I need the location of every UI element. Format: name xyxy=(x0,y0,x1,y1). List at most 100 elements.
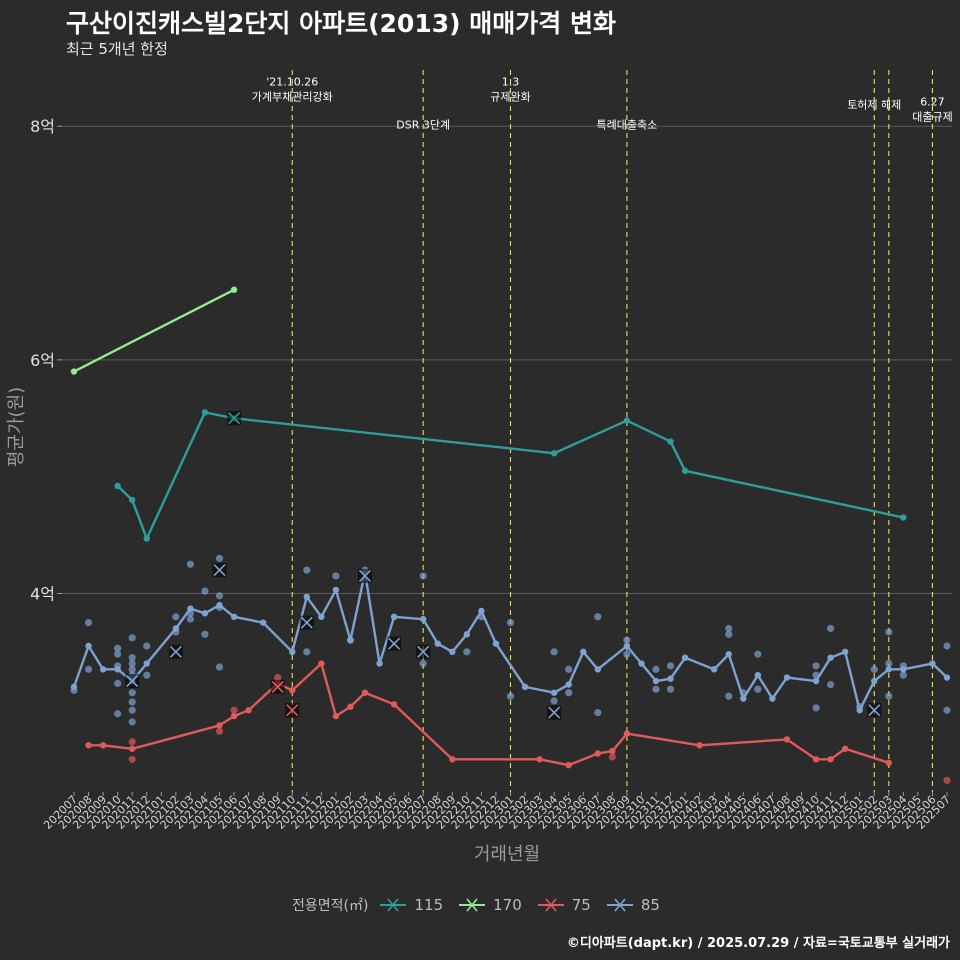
series-point-85 xyxy=(478,607,485,615)
event-label: 특례대출축소 xyxy=(597,119,658,132)
series-point-85 xyxy=(70,683,78,691)
event-label: DSR 3단계 xyxy=(396,119,450,132)
scatter-point-85 xyxy=(186,560,194,568)
series-point-75 xyxy=(99,742,107,749)
series-point-170 xyxy=(230,286,238,293)
series-point-85 xyxy=(812,677,820,685)
series-point-75 xyxy=(696,742,703,749)
series-point-115 xyxy=(667,438,674,445)
legend-label-75: 75 xyxy=(571,896,591,914)
series-point-85 xyxy=(638,660,645,667)
scatter-point-85 xyxy=(870,665,878,673)
scatter-point-85 xyxy=(172,613,180,621)
series-point-115 xyxy=(681,467,689,474)
legend-item-170: 170 xyxy=(457,895,522,915)
series-point-75 xyxy=(812,756,820,763)
series-point-85 xyxy=(449,648,456,656)
scatter-point-85 xyxy=(725,624,733,633)
scatter-point-85 xyxy=(114,679,122,687)
series-point-85 xyxy=(769,695,776,702)
event-label: 토허제 해제 xyxy=(847,98,901,112)
scatter-point-85 xyxy=(827,624,835,633)
legend-key-170 xyxy=(459,898,486,912)
series-point-85 xyxy=(725,650,732,658)
legend-key-115 xyxy=(380,898,407,912)
legend-item-115: 115 xyxy=(378,895,443,915)
x-marker-85 xyxy=(125,674,140,689)
legend: 전용면적(㎡) 115 170 75 85 xyxy=(0,895,960,915)
legend-item-75: 75 xyxy=(536,895,591,915)
y-tick-label: 8억 xyxy=(30,117,55,136)
series-point-75 xyxy=(609,747,616,755)
x-marker-75 xyxy=(270,679,285,694)
scatter-point-85 xyxy=(303,648,311,656)
series-point-115 xyxy=(201,409,209,416)
scatter-point-85 xyxy=(215,554,224,563)
series-point-85 xyxy=(318,613,325,620)
series-point-85 xyxy=(681,654,689,661)
scatter-point-85 xyxy=(128,689,136,697)
series-point-85 xyxy=(332,586,340,594)
scatter-point-85 xyxy=(565,689,573,697)
scatter-point-75 xyxy=(943,776,951,784)
series-point-85 xyxy=(289,648,296,656)
series-point-75 xyxy=(318,660,325,667)
scatter-point-85 xyxy=(594,708,602,717)
series-point-75 xyxy=(332,712,340,720)
scatter-point-85 xyxy=(652,685,660,693)
series-point-75 xyxy=(827,756,834,763)
scatter-point-75 xyxy=(230,706,238,714)
scatter-point-85 xyxy=(128,654,136,662)
x-marker-85 xyxy=(867,703,882,718)
scatter-point-85 xyxy=(463,648,471,656)
chart-title: 구산이진캐스빌2단지 아파트(2013) 매매가격 변화 xyxy=(66,9,616,38)
series-point-115 xyxy=(143,535,150,542)
series-point-75 xyxy=(216,722,223,729)
scatter-point-85 xyxy=(666,662,675,670)
scatter-point-85 xyxy=(128,706,136,714)
series-point-85 xyxy=(201,610,209,617)
scatter-point-85 xyxy=(550,697,558,705)
series-point-115 xyxy=(114,482,121,490)
series-point-85 xyxy=(187,605,194,612)
series-point-85 xyxy=(652,677,660,685)
scatter-point-85 xyxy=(201,630,209,638)
series-point-85 xyxy=(492,640,500,647)
chart-subtitle: 최근 5개년 한정 xyxy=(66,40,168,58)
event-label: 6.27 대출규제 xyxy=(912,95,952,123)
scatter-point-85 xyxy=(114,644,122,652)
series-point-85 xyxy=(85,642,92,650)
x-axis-title: 거래년월 xyxy=(474,844,540,865)
series-point-85 xyxy=(420,615,427,623)
series-point-85 xyxy=(434,640,441,647)
series-point-85 xyxy=(347,636,354,644)
scatter-point-75 xyxy=(215,727,224,735)
series-point-85 xyxy=(900,666,907,673)
x-marker-85 xyxy=(387,636,402,651)
scatter-point-85 xyxy=(128,634,136,642)
series-point-85 xyxy=(929,660,936,667)
series-point-85 xyxy=(827,654,834,661)
series-point-75 xyxy=(245,707,252,714)
series-point-85 xyxy=(885,666,892,673)
series-point-85 xyxy=(550,689,558,696)
scatter-point-85 xyxy=(186,615,194,623)
scatter-point-85 xyxy=(754,685,762,693)
series-point-75 xyxy=(449,756,456,763)
x-marker-75 xyxy=(285,703,300,718)
scatter-point-75 xyxy=(128,738,136,746)
series-point-75 xyxy=(230,712,238,720)
series-point-75 xyxy=(536,756,543,763)
scatter-point-85 xyxy=(652,665,660,673)
scatter-point-85 xyxy=(827,680,835,689)
series-point-115 xyxy=(550,450,558,457)
scatter-point-85 xyxy=(812,704,820,712)
scatter-point-85 xyxy=(725,692,733,700)
scatter-point-85 xyxy=(143,671,151,679)
scatter-point-85 xyxy=(754,650,762,658)
legend-key-85 xyxy=(606,898,633,912)
scatter-point-75 xyxy=(274,673,282,682)
x-marker-85 xyxy=(168,644,183,659)
series-point-75 xyxy=(841,745,849,752)
series-point-75 xyxy=(565,761,572,769)
